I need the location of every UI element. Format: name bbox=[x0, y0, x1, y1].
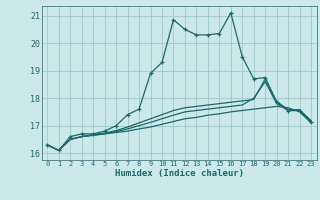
X-axis label: Humidex (Indice chaleur): Humidex (Indice chaleur) bbox=[115, 169, 244, 178]
